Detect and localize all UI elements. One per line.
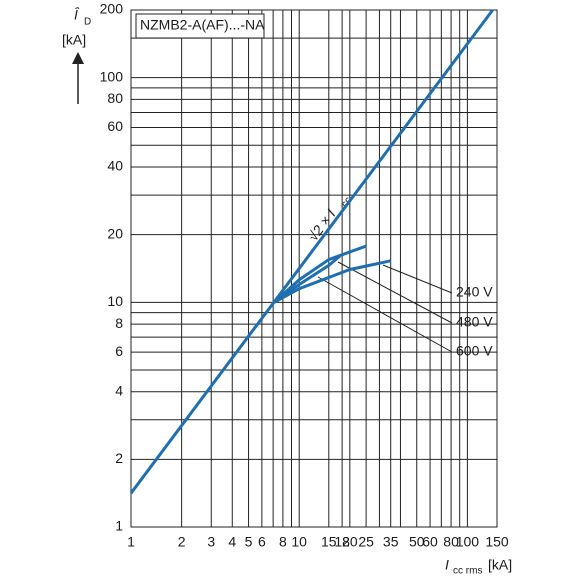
x-tick-label: 5 bbox=[245, 534, 253, 550]
y-tick-label: 4 bbox=[115, 382, 123, 398]
series-label: 240 V bbox=[456, 284, 493, 300]
y-tick-label: 10 bbox=[107, 293, 123, 309]
x-tick-label: 18 bbox=[334, 534, 350, 550]
x-tick-label: 20 bbox=[342, 534, 358, 550]
leader-line bbox=[382, 264, 453, 294]
y-tick-label: 80 bbox=[107, 90, 123, 106]
x-tick-label: 6 bbox=[258, 534, 266, 550]
x-label-unit: [kA] bbox=[488, 557, 512, 573]
y-tick-label: 100 bbox=[100, 68, 124, 84]
x-tick-label: 2 bbox=[178, 534, 186, 550]
y-label-sub: D bbox=[84, 17, 91, 28]
series-line bbox=[273, 244, 367, 304]
y-label-symbol: Î bbox=[74, 7, 80, 23]
x-tick-label: 8 bbox=[279, 534, 287, 550]
x-tick-label: 15 bbox=[321, 534, 337, 550]
x-label-symbol: I bbox=[445, 557, 449, 573]
series-label: 600 V bbox=[456, 343, 493, 359]
series-line bbox=[273, 254, 342, 304]
series-line bbox=[273, 259, 392, 304]
y-tick-label: 8 bbox=[115, 315, 123, 331]
y-tick-label: 1 bbox=[115, 518, 123, 534]
series-label: 480 V bbox=[456, 314, 493, 330]
leader-line bbox=[337, 261, 453, 324]
x-tick-label: 100 bbox=[456, 534, 480, 550]
x-tick-label: 25 bbox=[358, 534, 374, 550]
y-label-unit: [kA] bbox=[62, 32, 86, 48]
plot-border bbox=[130, 9, 498, 528]
x-tick-label: 80 bbox=[443, 534, 459, 550]
y-tick-label: 20 bbox=[107, 225, 123, 241]
x-tick-label: 35 bbox=[383, 534, 399, 550]
x-tick-label: 10 bbox=[291, 534, 307, 550]
title-box bbox=[135, 13, 265, 39]
y-tick-label: 200 bbox=[100, 1, 124, 17]
line-label: √2 × I cc bbox=[305, 195, 355, 244]
y-tick-label: 60 bbox=[107, 118, 123, 134]
x-tick-label: 60 bbox=[422, 534, 438, 550]
x-tick-label: 3 bbox=[207, 534, 215, 550]
y-arrowhead bbox=[72, 52, 84, 64]
x-tick-label: 150 bbox=[485, 534, 509, 550]
chart-title: NZMB2-A(AF)...-NA bbox=[140, 17, 265, 33]
x-label-sub: cc rms bbox=[453, 566, 482, 577]
x-tick-label: 4 bbox=[228, 534, 236, 550]
x-tick-label: 1 bbox=[127, 534, 135, 550]
leader-line bbox=[317, 276, 453, 353]
leaders bbox=[317, 261, 453, 353]
x-tick-label: 50 bbox=[409, 534, 425, 550]
series-line bbox=[129, 9, 494, 495]
y-tick-label: 2 bbox=[115, 450, 123, 466]
y-tick-label: 40 bbox=[107, 158, 123, 174]
y-tick-label: 6 bbox=[115, 343, 123, 359]
